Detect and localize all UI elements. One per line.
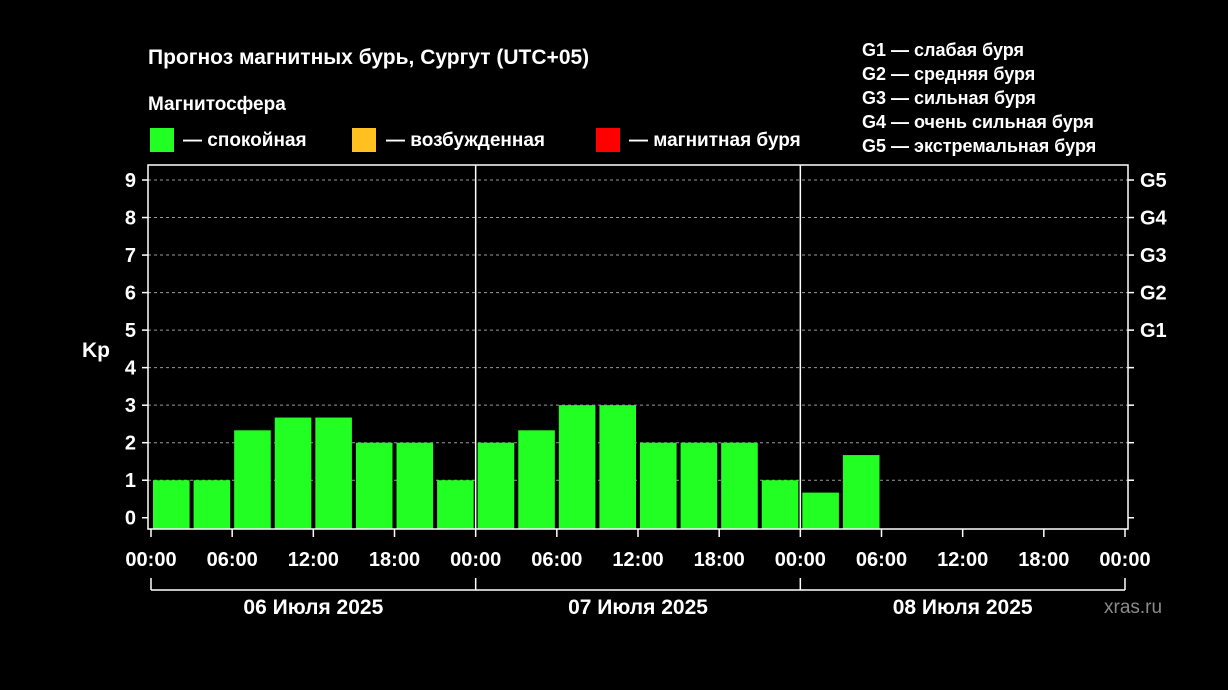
g-tick-label: G3	[1140, 245, 1167, 267]
y-tick-label: 4	[125, 358, 137, 380]
g-tick-label: G5	[1140, 170, 1167, 192]
kp-bar	[640, 442, 677, 529]
kp-bar	[680, 442, 718, 529]
day-label: 06 Июля 2025	[243, 596, 383, 619]
y-tick-label: 6	[125, 283, 136, 305]
legend-swatch-calm	[150, 128, 174, 152]
kp-bar	[355, 442, 393, 529]
x-tick-label: 18:00	[694, 549, 745, 571]
x-tick-label: 12:00	[937, 549, 988, 571]
day-label: 08 Июля 2025	[893, 596, 1033, 619]
y-tick-label: 5	[125, 320, 136, 342]
x-tick-label: 06:00	[531, 549, 582, 571]
g-legend-g2: G2 — средняя буря	[862, 64, 1035, 84]
y-tick-label: 9	[125, 170, 136, 192]
kp-bar	[842, 455, 880, 529]
y-axis-label: Kp	[82, 339, 110, 362]
kp-bar	[274, 417, 312, 529]
x-tick-label: 06:00	[856, 549, 907, 571]
g-scale-legend: G1 — слабая буря G2 — средняя буря G3 — …	[862, 40, 1096, 156]
kp-bar	[558, 405, 596, 529]
x-tick-label: 00:00	[1099, 549, 1150, 571]
legend-swatch-excited	[352, 128, 376, 152]
chart-title: Прогноз магнитных бурь, Сургут (UTC+05)	[148, 46, 589, 69]
legend-label-storm: — магнитная буря	[629, 130, 801, 151]
g-tick-label: G2	[1140, 283, 1167, 305]
status-legend: — спокойная — возбужденная — магнитная б…	[150, 128, 801, 152]
x-tick-label: 00:00	[450, 549, 501, 571]
x-tick-label: 00:00	[775, 549, 826, 571]
kp-bar	[518, 430, 555, 529]
chart-subtitle: Магнитосфера	[148, 94, 286, 115]
kp-bar	[153, 480, 190, 529]
day-label: 07 Июля 2025	[568, 596, 708, 619]
kp-bar	[234, 430, 271, 529]
kp-bar	[396, 442, 434, 529]
kp-bar	[437, 480, 474, 529]
x-tick-label: 00:00	[125, 549, 176, 571]
kp-bar	[193, 480, 231, 529]
kp-bar	[802, 492, 839, 529]
g-legend-g5: G5 — экстремальная буря	[862, 136, 1096, 156]
y-tick-label: 1	[125, 470, 136, 492]
y-tick-label: 7	[125, 245, 136, 267]
x-tick-label: 18:00	[1018, 549, 1069, 571]
y-tick-label: 3	[125, 395, 136, 417]
g-tick-label: G1	[1140, 320, 1167, 342]
legend-label-excited: — возбужденная	[386, 130, 545, 151]
g-tick-label: G4	[1140, 208, 1168, 230]
y-tick-label: 2	[125, 433, 136, 455]
watermark: xras.ru	[1104, 597, 1162, 618]
g-legend-g3: G3 — сильная буря	[862, 88, 1036, 108]
legend-swatch-storm	[596, 128, 620, 152]
plot-area: 0 1 2 3 4 5 6 7 8 9 G1 G2 G3 G4 G5 00:00 06:00 12:00 18:00…	[125, 164, 1168, 619]
g-legend-g4: G4 — очень сильная буря	[862, 112, 1094, 132]
kp-bar	[761, 480, 799, 529]
y-tick-label: 0	[125, 508, 136, 530]
kp-bar	[721, 442, 758, 529]
x-tick-label: 06:00	[207, 549, 258, 571]
x-tick-label: 18:00	[369, 549, 420, 571]
y-tick-label: 8	[125, 208, 136, 230]
x-tick-label: 12:00	[288, 549, 339, 571]
x-tick-label: 12:00	[612, 549, 663, 571]
g-legend-g1: G1 — слабая буря	[862, 40, 1024, 60]
kp-bar	[315, 417, 352, 529]
legend-label-calm: — спокойная	[183, 130, 307, 151]
kp-bar	[477, 442, 515, 529]
kp-bar	[599, 405, 636, 529]
